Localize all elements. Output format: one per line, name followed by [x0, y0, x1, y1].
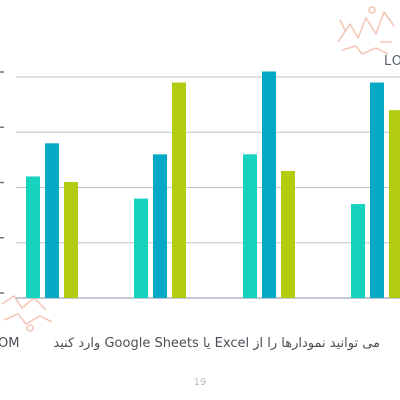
bar-series3-group1 [64, 181, 78, 298]
bar-series2-group4 [370, 82, 384, 299]
bar-series3-group3 [281, 170, 295, 298]
bar-series3-group2 [172, 82, 186, 299]
bar-series1-group4 [351, 204, 365, 298]
header-text: LO [384, 54, 400, 69]
caption-text: می توانید نمودارها را از Excel یا Google… [53, 336, 380, 351]
bar-series2-group2 [153, 154, 167, 298]
caption-left-fragment: OM [0, 336, 20, 351]
bar-series1-group3 [243, 154, 257, 298]
bar-series1-group2 [134, 198, 148, 298]
bar-series2-group3 [262, 71, 276, 298]
bar-series2-group1 [45, 143, 59, 298]
page-number: 19 [193, 377, 207, 388]
bar-series1-group1 [26, 176, 40, 298]
bar-series3-group4 [389, 110, 400, 299]
